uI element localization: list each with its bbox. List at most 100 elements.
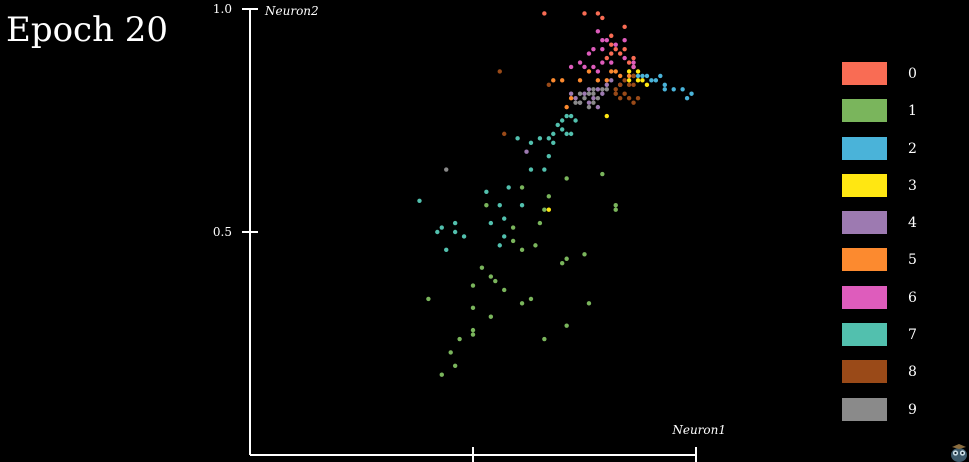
point-class-2: [640, 73, 645, 79]
point-class-6: [568, 64, 574, 70]
point-class-7: [506, 185, 511, 190]
data-points: [417, 11, 694, 377]
point-class-1: [510, 238, 516, 244]
legend-label: 2: [908, 140, 917, 157]
point-class-0: [622, 24, 627, 30]
point-class-1: [564, 176, 569, 181]
point-class-7: [439, 225, 444, 230]
point-class-7: [546, 153, 552, 159]
point-class-6: [595, 69, 601, 74]
point-class-1: [613, 207, 618, 212]
point-class-7: [452, 220, 458, 226]
point-class-0: [595, 11, 601, 16]
point-class-1: [502, 287, 507, 293]
legend-item-7: 7: [842, 323, 962, 360]
legend-swatch: [842, 99, 887, 123]
point-class-1: [448, 350, 453, 355]
point-class-6: [622, 38, 627, 43]
point-class-9: [595, 96, 601, 101]
legend-label: 6: [908, 289, 917, 306]
point-class-1: [470, 332, 476, 337]
point-class-5: [626, 73, 632, 79]
point-class-7: [497, 243, 502, 248]
point-class-3: [626, 78, 632, 83]
legend-label: 3: [908, 177, 917, 194]
legend-swatch: [842, 173, 887, 197]
legend-item-0: 0: [842, 62, 962, 99]
point-class-0: [622, 46, 627, 52]
point-class-5: [568, 96, 574, 101]
point-class-1: [519, 185, 525, 190]
point-class-8: [635, 96, 641, 101]
point-class-0: [609, 33, 614, 38]
point-class-9: [591, 100, 596, 105]
point-class-6: [631, 64, 636, 70]
point-class-5: [609, 69, 614, 74]
point-class-7: [515, 136, 520, 141]
point-class-7: [417, 198, 422, 203]
point-class-4: [591, 96, 596, 101]
point-class-1: [519, 301, 525, 306]
legend-item-4: 4: [842, 211, 962, 248]
point-class-3: [604, 113, 609, 119]
point-class-9: [444, 167, 449, 172]
point-class-7: [568, 113, 574, 119]
point-class-6: [609, 60, 614, 65]
point-class-7: [528, 140, 534, 145]
point-class-7: [461, 234, 467, 239]
point-class-5: [604, 78, 609, 83]
point-class-1: [488, 274, 494, 279]
point-class-3: [635, 69, 641, 74]
point-class-4: [582, 91, 587, 96]
point-class-1: [600, 171, 605, 177]
point-class-4: [600, 91, 605, 96]
point-class-5: [586, 69, 592, 74]
point-class-7: [546, 136, 552, 141]
point-class-1: [484, 203, 489, 208]
point-class-1: [452, 363, 458, 368]
point-class-7: [564, 131, 569, 137]
point-class-0: [613, 46, 618, 52]
point-class-0: [617, 51, 623, 56]
point-class-2: [671, 87, 676, 92]
point-class-1: [546, 194, 552, 199]
point-class-6: [577, 60, 583, 65]
point-class-4: [595, 87, 601, 92]
point-class-1: [582, 252, 587, 257]
point-class-2: [658, 73, 663, 79]
point-class-8: [631, 100, 636, 105]
point-class-1: [488, 314, 494, 319]
point-class-9: [577, 91, 583, 96]
point-class-7: [497, 203, 502, 208]
point-class-8: [546, 82, 552, 88]
point-class-8: [613, 91, 618, 96]
point-class-1: [560, 261, 565, 266]
legend-swatch: [842, 136, 887, 160]
legend-item-6: 6: [842, 285, 962, 323]
point-class-1: [426, 296, 431, 302]
point-class-1: [537, 220, 543, 226]
point-class-8: [617, 96, 623, 101]
legend-item-1: 1: [842, 99, 962, 136]
point-class-8: [613, 87, 618, 92]
owl-icon: [951, 444, 967, 462]
point-class-4: [568, 91, 574, 96]
point-class-6: [600, 60, 605, 65]
point-class-7: [560, 118, 565, 123]
point-class-1: [519, 247, 525, 253]
legend-swatch: [842, 323, 887, 347]
legend-swatch: [842, 248, 887, 272]
point-class-6: [591, 64, 596, 70]
point-class-1: [439, 372, 444, 377]
point-class-2: [684, 96, 690, 101]
point-class-8: [622, 78, 627, 83]
point-class-9: [582, 96, 587, 101]
point-class-1: [470, 327, 476, 333]
point-class-3: [626, 69, 632, 74]
legend-swatch: [842, 397, 887, 421]
point-class-2: [689, 91, 694, 96]
point-class-4: [524, 149, 529, 154]
point-class-9: [604, 87, 609, 92]
point-class-5: [577, 78, 583, 83]
point-class-2: [662, 87, 667, 92]
